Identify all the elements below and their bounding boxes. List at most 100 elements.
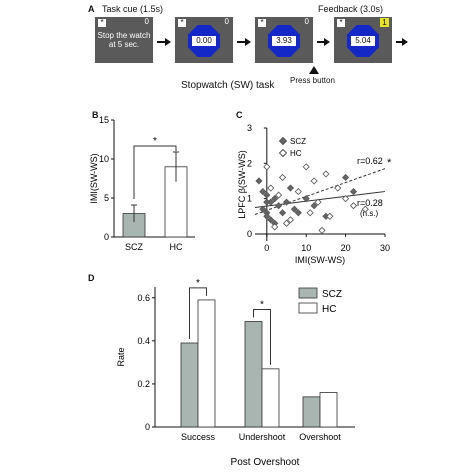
point-scz — [310, 202, 318, 210]
significance-mark: * — [153, 136, 157, 147]
fit-note-scz: (n.s.) — [360, 209, 379, 218]
y-tick-label: 0.2 — [137, 379, 150, 389]
fit-label-hc: r=0.62 — [357, 156, 383, 166]
y-tick-label: 3 — [247, 123, 252, 133]
y-tick-label: 0.6 — [137, 293, 150, 303]
point-hc — [275, 191, 283, 199]
x-axis-label: IMI(SW-WS) — [295, 255, 345, 265]
point-scz — [259, 187, 267, 196]
point-hc — [318, 226, 326, 234]
significance-bracket — [133, 145, 177, 200]
trial-counter: 0 — [304, 17, 309, 26]
y-tick-label: 10 — [99, 154, 109, 164]
point-hc — [267, 184, 275, 192]
trial-counter-highlighted: 1 — [380, 18, 389, 27]
star-icon: * — [178, 19, 186, 27]
bar-scz-success — [180, 342, 199, 428]
point-scz — [267, 216, 275, 224]
point-hc — [282, 219, 291, 227]
point-scz — [290, 205, 298, 213]
point-scz — [267, 198, 275, 206]
bar-hc-success — [197, 299, 216, 428]
stopwatch-octagon-icon: 3.93 — [268, 25, 300, 57]
bar-hc-undershoot — [261, 368, 280, 428]
stopwatch-octagon-icon: 5.04 — [347, 25, 379, 57]
point-scz — [302, 195, 310, 203]
stopwatch-display: 0.00 — [192, 36, 216, 46]
point-hc — [263, 163, 271, 171]
y-tick-label: 0 — [145, 422, 150, 432]
y-tick-label: 1 — [247, 194, 252, 204]
arrow-icon — [237, 38, 251, 46]
y-tick-label: 0.4 — [137, 336, 150, 346]
y-tick-label: 0 — [104, 232, 109, 242]
point-scz — [349, 187, 358, 196]
y-tick-label: 0 — [247, 229, 252, 239]
legend-label-hc: HC — [290, 149, 302, 158]
significance-bracket — [253, 308, 271, 365]
feedback-screen: * 1 5.04 — [334, 17, 392, 63]
point-hc — [302, 163, 310, 171]
task-cue-label: Task cue (1.5s) — [102, 4, 164, 14]
star-icon: * — [98, 19, 106, 27]
x-tick-label: Overshoot — [299, 432, 341, 442]
significance-bracket — [189, 287, 207, 339]
bar-scz-overshoot — [302, 396, 321, 428]
x-tick-label: 10 — [301, 243, 311, 253]
y-axis-label: IMI(SW-WS) — [89, 153, 99, 203]
point-scz — [263, 191, 271, 199]
point-scz — [259, 205, 267, 213]
legend-label-hc: HC — [322, 304, 336, 315]
point-scz — [271, 195, 279, 203]
feedback-label: Feedback (3.0s) — [318, 4, 384, 14]
point-scz — [342, 173, 350, 182]
x-tick-label: 30 — [380, 243, 390, 253]
point-hc — [361, 205, 369, 213]
stopwatch-display: 5.04 — [351, 36, 375, 46]
star-icon: * — [258, 19, 266, 27]
y-tick-label: 5 — [104, 193, 109, 203]
point-scz — [294, 209, 302, 217]
stopwatch-screen-2: * 0 3.93 — [255, 17, 313, 63]
legend-marker-scz — [278, 136, 288, 146]
point-hc — [294, 187, 302, 196]
fit-label-scz: r=0.28 — [357, 198, 383, 208]
x-axis-label: Post Overshoot — [231, 457, 300, 468]
legend-marker-hc — [278, 148, 288, 158]
x-tick-label: SCZ — [125, 242, 144, 252]
point-hc — [349, 202, 358, 210]
legend-label-scz: SCZ — [322, 289, 342, 300]
point-hc — [334, 184, 342, 192]
x-tick-label: Undershoot — [239, 432, 286, 442]
point-scz — [286, 184, 295, 192]
legend-swatch-scz — [298, 287, 318, 299]
press-triangle-icon — [309, 66, 319, 74]
panel-a-label: A — [88, 4, 95, 14]
point-scz — [275, 202, 283, 210]
arrow-icon — [157, 38, 171, 46]
point-hc — [314, 198, 322, 206]
point-hc — [310, 177, 318, 185]
point-hc — [271, 223, 279, 231]
y-axis-label: Rate — [116, 347, 126, 366]
point-scz — [263, 212, 271, 220]
point-hc — [279, 173, 287, 182]
point-hc — [286, 216, 295, 224]
legend-label-scz: SCZ — [290, 137, 306, 146]
task-title: Stopwatch (SW) task — [181, 80, 275, 91]
significance-mark: * — [260, 299, 264, 310]
y-tick-label: 15 — [99, 115, 109, 125]
press-button-label: Press button — [290, 76, 335, 85]
panel-d-label: D — [88, 273, 95, 283]
y-axis-label: LPFC β(SW-WS) — [237, 150, 247, 219]
arrow-icon — [317, 38, 330, 46]
x-tick-label: HC — [170, 242, 183, 252]
x-tick-label: 0 — [264, 243, 269, 253]
stopwatch-octagon-icon: 0.00 — [188, 25, 220, 57]
stopwatch-screen-1: * 0 0.00 — [175, 17, 233, 63]
point-scz — [282, 198, 291, 206]
bar-hc-overshoot — [319, 392, 338, 428]
x-tick-label: 20 — [341, 243, 351, 253]
panel-c-label: C — [236, 110, 243, 120]
